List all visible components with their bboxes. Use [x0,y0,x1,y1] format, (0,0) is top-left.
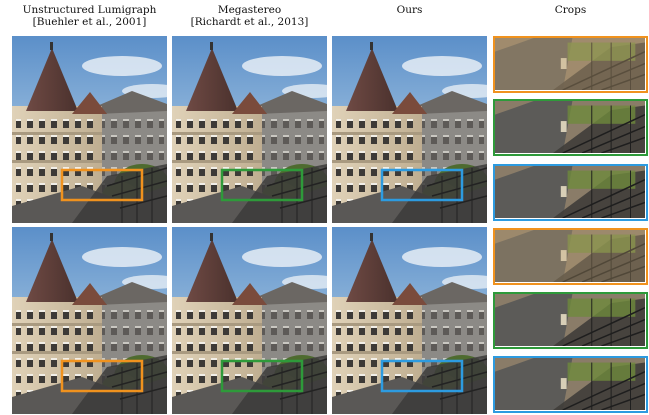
header-lumigraph-line2: [Buehler et al., 2001] [32,16,147,28]
header-megastereo-line1: Megastereo [217,4,282,16]
header-crops: Crops [493,4,648,34]
image-ours-row2 [332,227,487,414]
crop-megastereo-row1 [493,99,648,156]
header-ours: Ours [332,4,487,34]
highlight-box-ours [380,168,464,202]
crop-lumigraph-row1 [493,36,648,93]
image-megastereo-row2 [172,227,327,414]
header-lumigraph-line1: Unstructured Lumigraph [22,4,157,16]
crop-lumigraph-row2 [493,228,648,285]
header-crops-line1: Crops [554,4,587,16]
highlight-box-ours [380,359,464,393]
image-lumigraph-row2 [12,227,167,414]
header-lumigraph: Unstructured Lumigraph [Buehler et al., … [12,4,167,34]
crop-ours-row2 [493,356,648,413]
highlight-box-megastereo [220,168,304,202]
header-megastereo-line2: [Richardt et al., 2013] [190,16,309,28]
highlight-box-lumigraph [60,359,144,393]
highlight-box-megastereo [220,359,304,393]
highlight-box-lumigraph [60,168,144,202]
image-ours-row1 [332,36,487,223]
image-lumigraph-row1 [12,36,167,223]
crop-megastereo-row2 [493,292,648,349]
header-ours-line1: Ours [396,4,423,16]
image-megastereo-row1 [172,36,327,223]
crop-ours-row1 [493,164,648,221]
header-megastereo: Megastereo [Richardt et al., 2013] [172,4,327,34]
